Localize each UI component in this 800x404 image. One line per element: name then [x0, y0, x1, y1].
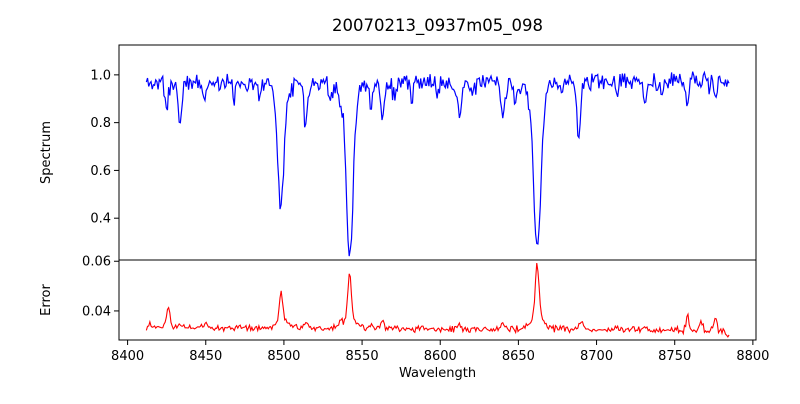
chart-title: 20070213_0937m05_098 [332, 16, 543, 36]
x-axis-label: Wavelength [399, 366, 476, 381]
x-tick-label: 8500 [267, 349, 300, 364]
error-y-tick-label: 0.04 [82, 304, 111, 319]
spectrum-y-tick-label: 0.8 [90, 116, 111, 131]
spectrum-y-tick-label: 1.0 [90, 68, 111, 83]
error-y-axis-label: Error [39, 284, 54, 316]
spectrum-panel-border [119, 45, 756, 260]
x-tick-label: 8750 [658, 349, 691, 364]
spectrum-error-chart: 20070213_0937m05_098 Spectrum Error Wave… [0, 0, 800, 400]
x-tick-label: 8600 [424, 349, 457, 364]
axis-ticks: 8400 8450 8500 8550 8600 8650 8700 8750 8800 1.0 0… [82, 68, 769, 364]
error-series-line [146, 263, 729, 337]
x-tick-label: 8550 [346, 349, 379, 364]
x-tick-label: 8400 [111, 349, 144, 364]
x-tick-label: 8800 [736, 349, 769, 364]
spectrum-y-tick-label: 0.6 [90, 164, 111, 179]
x-tick-label: 8450 [189, 349, 222, 364]
error-y-tick-label: 0.06 [82, 255, 111, 270]
spectrum-y-tick-label: 0.4 [90, 212, 111, 227]
spectrum-series-line [146, 72, 729, 256]
x-tick-label: 8650 [502, 349, 535, 364]
error-panel-border [119, 260, 756, 340]
spectrum-y-axis-label: Spectrum [39, 121, 54, 184]
x-tick-label: 8700 [580, 349, 613, 364]
figure: 20070213_0937m05_098 Spectrum Error Wave… [0, 0, 800, 400]
